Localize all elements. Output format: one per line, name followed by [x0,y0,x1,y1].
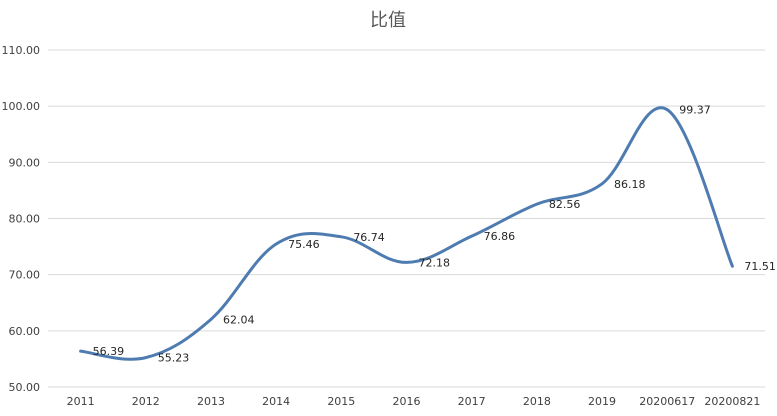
data-point [339,235,343,239]
data-point [600,182,604,186]
data-label: 56.39 [93,345,125,358]
data-label: 82.56 [549,198,581,211]
x-tick-label: 2013 [197,395,225,408]
data-label: 71.51 [744,260,776,273]
data-label: 55.23 [158,352,190,365]
x-tick-label: 2017 [458,395,486,408]
data-label: 62.04 [223,313,255,326]
data-point [144,356,148,360]
data-labels: 56.39 55.23 62.04 75.46 76.74 72.18 76.86 82.56… [93,104,776,365]
data-point [405,260,409,264]
x-tick-label: 2012 [132,395,160,408]
x-tick-label: 2014 [262,395,290,408]
x-tick-label: 2019 [588,395,616,408]
chart-title: 比值 [370,10,406,31]
x-tick-label: 2018 [523,395,551,408]
y-tick-label: 60.00 [9,325,41,338]
x-tick-label: 2011 [67,395,95,408]
data-point [209,317,213,321]
data-label: 76.74 [353,231,385,244]
y-tick-label: 110.00 [2,44,41,57]
data-label: 86.18 [614,178,646,191]
data-label: 75.46 [288,238,320,251]
y-tick-label: 50.00 [9,381,41,394]
x-tick-label: 20200821 [704,395,760,408]
y-tick-label: 100.00 [2,100,41,113]
data-label: 72.18 [419,256,451,269]
y-tick-label: 70.00 [9,269,41,282]
data-point [665,108,669,112]
y-tick-label: 80.00 [9,213,41,226]
x-tick-label: 2016 [393,395,421,408]
y-tick-label: 90.00 [9,156,41,169]
series-line [79,106,734,361]
gridlines [48,49,765,388]
data-point [535,202,539,206]
data-label: 99.37 [679,104,711,117]
x-tick-label: 2015 [327,395,355,408]
data-point [730,264,734,268]
y-axis-ticks: 50.00 60.00 70.00 80.00 90.00 100.00 110.00 [2,44,41,394]
x-tick-label: 20200617 [639,395,695,408]
data-point [274,242,278,246]
data-label: 76.86 [484,230,516,243]
data-point [470,234,474,238]
data-point [79,349,83,353]
x-axis-ticks: 2011 2012 2013 2014 2015 2016 2017 2018 2019 2020… [67,395,761,408]
series-line-group [79,106,734,361]
